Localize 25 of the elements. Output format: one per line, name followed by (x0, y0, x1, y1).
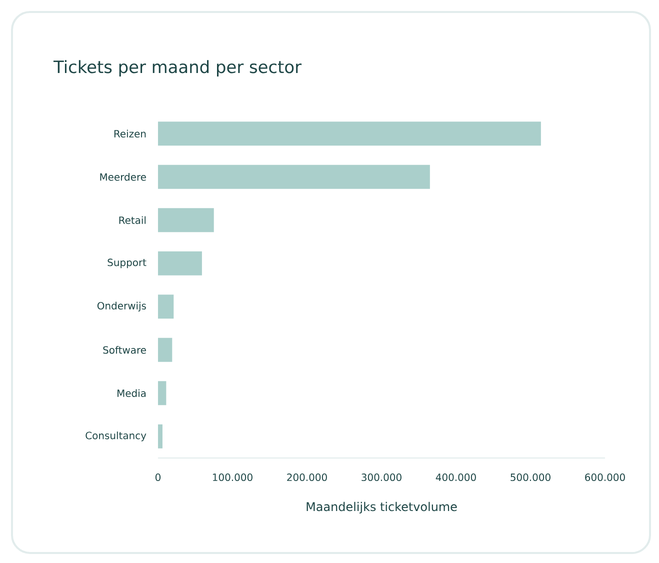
bar (158, 338, 172, 362)
x-tick-label: 0 (155, 474, 161, 482)
x-tick-label: 500.000 (510, 474, 550, 482)
x-axis-title: Maandelijks ticketvolume (306, 502, 457, 514)
bar (158, 251, 202, 276)
y-tick-label: Support (108, 258, 146, 268)
y-tick-label: Consultancy (86, 432, 146, 442)
bar (158, 164, 430, 189)
chart-title: Tickets per maand per sector (53, 60, 302, 77)
bar (158, 381, 166, 406)
bar (158, 122, 541, 146)
x-tick-label: 200.000 (287, 474, 327, 482)
y-tick-label: Media (118, 389, 146, 397)
x-tick-label: 600.000 (585, 474, 625, 482)
bar (158, 424, 162, 448)
x-tick-label: 100.000 (212, 474, 252, 482)
y-tick-label: Retail (119, 216, 146, 224)
bar (158, 208, 214, 232)
y-tick-label: Onderwijs (97, 302, 146, 312)
y-tick-label: Reizen (114, 130, 146, 138)
y-tick-label: Software (103, 346, 146, 354)
y-tick-label: Meerdere (100, 173, 146, 181)
bar (158, 294, 174, 319)
x-tick-label: 400.000 (436, 474, 476, 482)
x-tick-label: 300.000 (362, 474, 402, 482)
